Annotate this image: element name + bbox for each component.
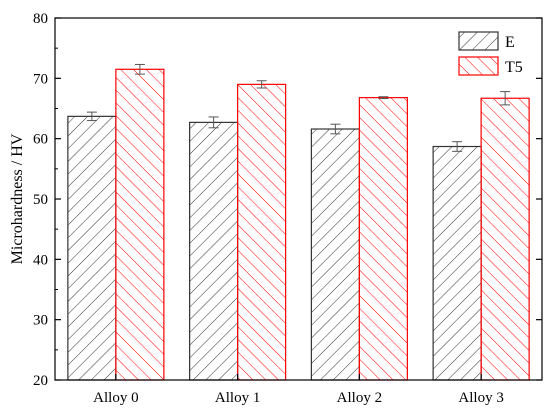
y-tick-label: 80 bbox=[33, 11, 48, 27]
bar-t5-1 bbox=[237, 83, 287, 381]
bar-e-2 bbox=[310, 128, 360, 381]
y-tick-label: 30 bbox=[33, 313, 48, 329]
x-tick-label: Alloy 0 bbox=[93, 390, 138, 406]
legend-label-t5: T5 bbox=[505, 59, 523, 76]
x-tick-label: Alloy 1 bbox=[215, 390, 260, 406]
error-bars-layer bbox=[86, 63, 511, 152]
bar-e-0 bbox=[67, 115, 117, 381]
y-tick-label: 20 bbox=[33, 373, 48, 389]
legend: E T5 bbox=[458, 31, 523, 76]
y-tick-label: 60 bbox=[33, 132, 48, 148]
bars-layer bbox=[67, 68, 530, 381]
y-axis: 20 30 40 50 60 70 80 bbox=[33, 11, 542, 389]
legend-label-e: E bbox=[505, 34, 515, 51]
y-axis-title: Microhardness / HV bbox=[9, 133, 26, 264]
bar-t5-2 bbox=[358, 97, 408, 381]
y-tick-label: 40 bbox=[33, 252, 48, 268]
bar-e-1 bbox=[189, 121, 239, 381]
x-tick-label: Alloy 2 bbox=[337, 390, 382, 406]
legend-swatch-e bbox=[458, 31, 499, 51]
bar-e-3 bbox=[432, 145, 482, 381]
x-tick-label: Alloy 3 bbox=[458, 390, 503, 406]
bar-t5-3 bbox=[480, 97, 530, 381]
y-tick-label: 70 bbox=[33, 71, 48, 87]
bar-t5-0 bbox=[115, 68, 165, 381]
legend-swatch-t5 bbox=[458, 56, 499, 76]
x-axis: Alloy 0 Alloy 1 Alloy 2 Alloy 3 bbox=[93, 374, 504, 406]
y-tick-label: 50 bbox=[33, 192, 48, 208]
